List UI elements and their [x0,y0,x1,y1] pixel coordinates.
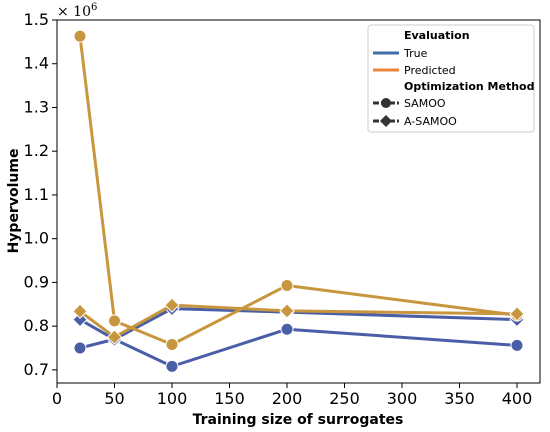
data-point-predicted-a-samoo [164,297,180,313]
y-scale-multiplier: × 106 [57,2,97,20]
legend-method-title: Optimization Method [404,80,535,93]
legend-predicted-label: Predicted [404,64,456,77]
legend: Evaluation True Predicted Optimization M… [367,24,535,133]
y-tick-label: 1.0 [24,229,49,248]
y-tick-label: 0.8 [24,316,49,335]
legend-true-label: True [403,47,428,60]
x-tick-label: 50 [104,389,124,408]
y-axis-label: Hypervolume [6,149,22,254]
y-tick-label: 1.3 [24,97,49,116]
x-tick-label: 300 [387,389,418,408]
data-point-predicted-a-samoo [279,303,295,319]
legend-asamoo-label: A-SAMOO [404,115,457,128]
plot-frame [56,19,541,384]
legend-samoo-label: SAMOO [404,97,446,110]
data-point-true-samoo [165,359,179,373]
data-point-predicted-samoo [165,338,179,352]
data-point-predicted-a-samoo [509,306,525,322]
x-tick-label: 400 [502,389,533,408]
data-point-true-samoo [73,341,87,355]
plot-area [72,29,525,373]
legend-samoo-marker-icon [381,98,391,108]
y-tick-label: 1.1 [24,185,49,204]
y-axis: 0.7 0.8 0.9 1.0 1.1 1.2 1.3 1.4 1.5 [24,10,57,379]
data-point-predicted-samoo [280,278,294,292]
legend-box [367,24,535,133]
x-tick-label: 250 [329,389,360,408]
y-tick-label: 0.9 [24,272,49,291]
y-tick-label: 1.4 [24,54,49,73]
y-tick-label: 0.7 [24,360,49,379]
data-point-predicted-a-samoo [72,303,88,319]
data-point-true-samoo [510,338,524,352]
data-point-predicted-samoo [108,314,121,328]
legend-asamoo-marker-icon [380,115,392,127]
x-tick-label: 150 [214,389,245,408]
y-tick-label: 1.5 [24,10,49,29]
data-point-true-a-samoo [72,311,88,328]
x-axis: 0 50 100 150 200 250 300 350 400 [52,383,532,408]
x-axis-label: Training size of surrogates [193,412,404,428]
x-tick-label: 200 [272,389,303,408]
data-point-predicted-samoo [73,29,87,43]
y-tick-label: 1.2 [24,141,49,160]
x-tick-label: 0 [52,389,62,408]
data-point-predicted-a-samoo [106,329,123,345]
legend-evaluation-title: Evaluation [404,29,470,42]
data-point-true-samoo [280,322,294,336]
x-tick-label: 100 [157,389,188,408]
x-tick-label: 350 [444,389,475,408]
